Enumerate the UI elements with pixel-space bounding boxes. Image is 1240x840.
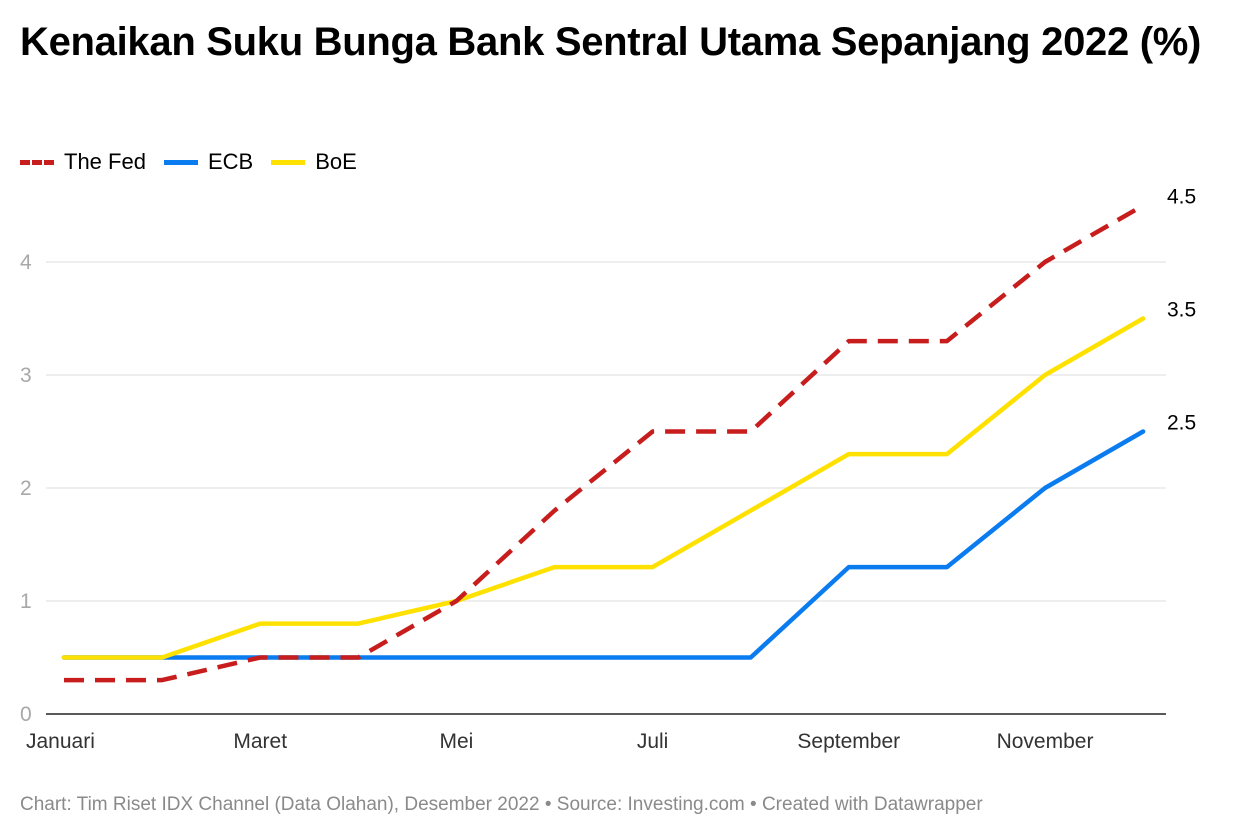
legend-item-boe: BoE (271, 149, 357, 175)
x-tick-label-januari: Januari (26, 730, 95, 753)
y-tick-label-1: 1 (20, 590, 32, 613)
legend-label-ecb: ECB (207, 149, 254, 174)
chart-title: Kenaikan Suku Bunga Bank Sentral Utama S… (20, 20, 1202, 64)
legend-swatch-ecb (163, 159, 198, 165)
legend-item-the-fed: The Fed (20, 149, 146, 175)
series-line-the-fed (64, 203, 1145, 683)
series-line-boe (61, 316, 1146, 660)
x-tick-label-november: November (997, 730, 1094, 753)
legend-swatch-boe (271, 159, 306, 165)
end-label-boe: 3.5 (1167, 299, 1196, 322)
x-tick-label-maret: Maret (233, 730, 287, 753)
y-tick-label-3: 3 (20, 364, 32, 387)
legend: The Fed ECB BoE (20, 148, 357, 176)
x-tick-label-mei: Mei (439, 730, 473, 753)
legend-swatch-the-fed (20, 159, 54, 165)
x-tick-label-juli: Juli (637, 730, 669, 753)
x-tick-label-september: September (797, 730, 900, 753)
legend-label-the-fed: The Fed (64, 149, 146, 174)
legend-label-boe: BoE (315, 149, 357, 174)
y-tick-label-4: 4 (20, 251, 32, 274)
y-tick-label-0: 0 (20, 703, 32, 726)
legend-item-ecb: ECB (163, 149, 254, 175)
chart-footer: Chart: Tim Riset IDX Channel (Data Olaha… (20, 794, 983, 815)
y-tick-label-2: 2 (20, 477, 32, 500)
end-label-the-fed: 4.5 (1167, 186, 1196, 209)
series-line-ecb (61, 429, 1146, 660)
end-label-ecb: 2.5 (1167, 412, 1196, 435)
